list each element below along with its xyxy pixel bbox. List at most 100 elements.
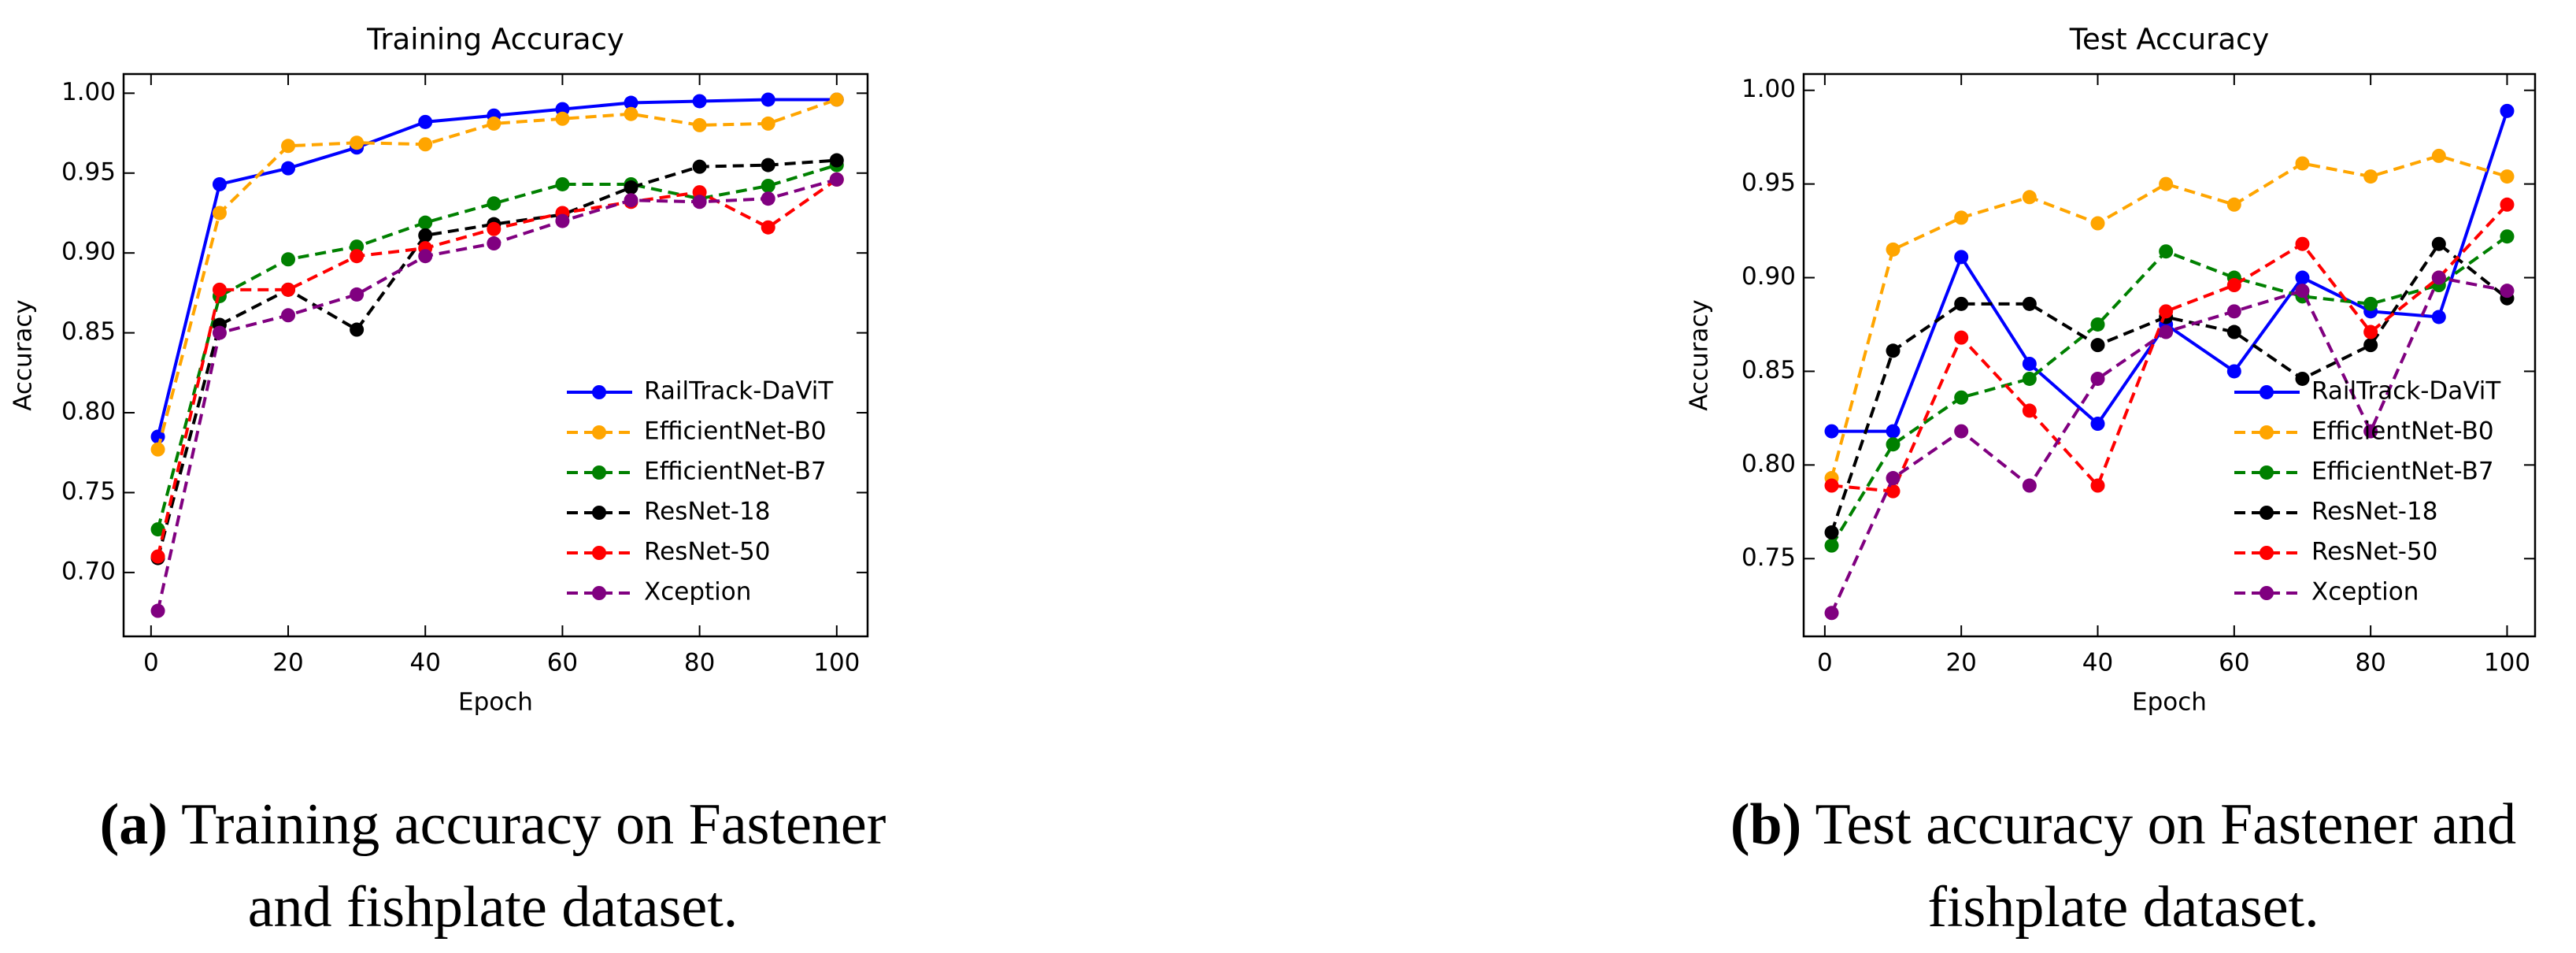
data-point xyxy=(1954,296,1969,311)
data-point xyxy=(1886,343,1901,358)
data-point xyxy=(2295,284,2310,299)
data-point xyxy=(1824,538,1839,553)
data-point xyxy=(2500,284,2515,299)
x-axis-label: Epoch xyxy=(458,688,533,717)
data-point xyxy=(150,603,165,618)
x-axis-label: Epoch xyxy=(2132,688,2207,717)
y-tick-label: 0.85 xyxy=(61,317,116,346)
caption-label: (b) xyxy=(1730,792,1802,857)
data-point xyxy=(624,95,638,110)
data-point xyxy=(212,325,227,340)
data-point xyxy=(2159,304,2174,319)
data-point xyxy=(2090,317,2105,332)
series-line xyxy=(156,163,838,530)
data-point xyxy=(2226,304,2241,319)
data-point xyxy=(212,282,227,297)
series-line xyxy=(156,158,837,559)
y-tick-label: 0.70 xyxy=(61,557,116,585)
data-point xyxy=(2022,296,2037,311)
data-point xyxy=(2431,310,2446,324)
data-point xyxy=(555,111,570,126)
data-point xyxy=(2090,478,2105,493)
data-point xyxy=(150,549,165,564)
data-point xyxy=(2022,190,2037,205)
data-point xyxy=(2226,364,2241,379)
data-point xyxy=(2500,103,2515,118)
y-tick-label: 0.75 xyxy=(1741,543,1796,572)
x-tick-label: 0 xyxy=(143,649,159,677)
plot-frame xyxy=(1802,72,2537,638)
data-point xyxy=(1886,437,1901,452)
data-point xyxy=(2159,176,2174,191)
legend-marker xyxy=(592,385,606,399)
data-point xyxy=(2295,371,2310,386)
x-tick-label: 60 xyxy=(2219,649,2249,677)
legend-marker xyxy=(2260,586,2274,600)
y-tick-label: 0.90 xyxy=(1741,262,1796,291)
data-point xyxy=(281,252,296,267)
caption-label: (a) xyxy=(99,792,168,857)
data-point xyxy=(418,228,433,243)
x-tick-label: 20 xyxy=(272,649,303,677)
data-point xyxy=(555,213,570,228)
legend-label: EfficientNet-B0 xyxy=(2311,417,2494,446)
data-point xyxy=(2295,156,2310,171)
legend-marker xyxy=(592,506,606,520)
data-point xyxy=(2022,371,2037,386)
x-tick-label: 40 xyxy=(2082,649,2113,677)
data-point xyxy=(2431,236,2446,251)
data-point xyxy=(692,195,707,210)
legend-marker xyxy=(592,425,606,439)
data-point xyxy=(829,153,844,168)
y-tick-label: 1.00 xyxy=(1741,75,1796,103)
data-point xyxy=(418,215,433,230)
y-axis-label: Accuracy xyxy=(9,299,38,411)
data-point xyxy=(487,116,502,131)
legend-marker xyxy=(2260,425,2274,439)
x-tick-label: 100 xyxy=(2484,649,2530,677)
y-tick-label: 0.95 xyxy=(1741,169,1796,197)
data-point xyxy=(2431,148,2446,163)
data-point xyxy=(212,206,227,221)
legend-label: ResNet-50 xyxy=(644,538,770,566)
data-point xyxy=(1886,471,1901,486)
legend-marker xyxy=(592,465,606,480)
data-point xyxy=(761,92,775,107)
data-point xyxy=(2090,216,2105,231)
data-point xyxy=(281,139,296,154)
data-point xyxy=(2022,356,2037,371)
data-point xyxy=(692,159,707,174)
y-axis-label: Accuracy xyxy=(1686,299,1714,411)
caption: (a) Training accuracy on Fastener and fi… xyxy=(52,784,934,949)
data-point xyxy=(150,442,165,457)
data-point xyxy=(761,178,775,193)
x-tick-label: 40 xyxy=(409,649,440,677)
data-point xyxy=(624,193,638,208)
data-point xyxy=(1824,606,1839,621)
data-point xyxy=(1954,330,1969,345)
legend-label: ResNet-50 xyxy=(2311,538,2437,566)
legend-marker xyxy=(592,586,606,600)
legend-label: EfficientNet-B7 xyxy=(644,458,827,486)
series-line xyxy=(1830,241,2508,533)
data-point xyxy=(2363,296,2378,311)
x-tick-label: 80 xyxy=(684,649,715,677)
chart-title: Test Accuracy xyxy=(2069,23,2270,57)
data-point xyxy=(1886,424,1901,439)
data-point xyxy=(1954,390,1969,405)
data-point xyxy=(2022,478,2037,493)
legend-label: ResNet-18 xyxy=(2311,498,2437,526)
data-point xyxy=(281,282,296,297)
x-tick-label: 20 xyxy=(1945,649,1976,677)
data-point xyxy=(212,176,227,191)
data-point xyxy=(1824,525,1839,540)
plot-frame xyxy=(122,72,869,638)
data-point xyxy=(418,114,433,129)
y-tick-label: 0.90 xyxy=(61,238,116,266)
data-point xyxy=(418,249,433,264)
legend-marker xyxy=(2260,385,2274,399)
y-tick-label: 0.95 xyxy=(61,158,116,186)
data-point xyxy=(2295,236,2310,251)
data-point xyxy=(281,308,296,323)
